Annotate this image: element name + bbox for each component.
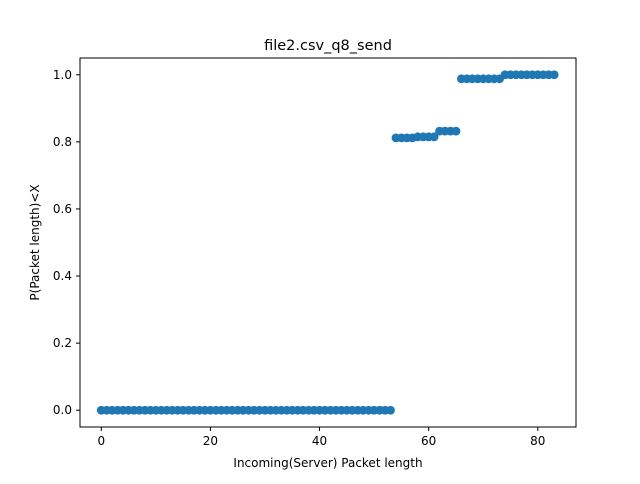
x-tick-label: 80	[530, 434, 545, 448]
x-tick-label: 20	[203, 434, 218, 448]
y-tick-label: 1.0	[53, 68, 72, 82]
x-tick-label: 60	[421, 434, 436, 448]
y-tick-label: 0.6	[53, 202, 72, 216]
y-axis-ticks: 0.0 0.2 0.4 0.6 0.8 1.0	[53, 68, 80, 417]
x-tick-label: 0	[97, 434, 105, 448]
data-point	[451, 126, 461, 136]
x-axis-label: Incoming(Server) Packet length	[233, 456, 422, 470]
y-tick-label: 0.0	[53, 403, 72, 417]
chart-title: file2.csv_q8_send	[264, 38, 392, 54]
data-point	[549, 70, 559, 80]
x-tick-label: 40	[312, 434, 327, 448]
y-tick-label: 0.2	[53, 336, 72, 350]
plot-frame	[79, 57, 577, 428]
data-point	[386, 405, 395, 415]
y-tick-label: 0.4	[53, 269, 72, 283]
y-tick-label: 0.8	[53, 135, 72, 149]
x-axis-ticks: 0 20 40 60 80	[97, 427, 545, 448]
data-points	[96, 70, 559, 415]
y-axis-label: P(Packet length)<X	[28, 184, 42, 300]
data-point	[429, 132, 439, 142]
